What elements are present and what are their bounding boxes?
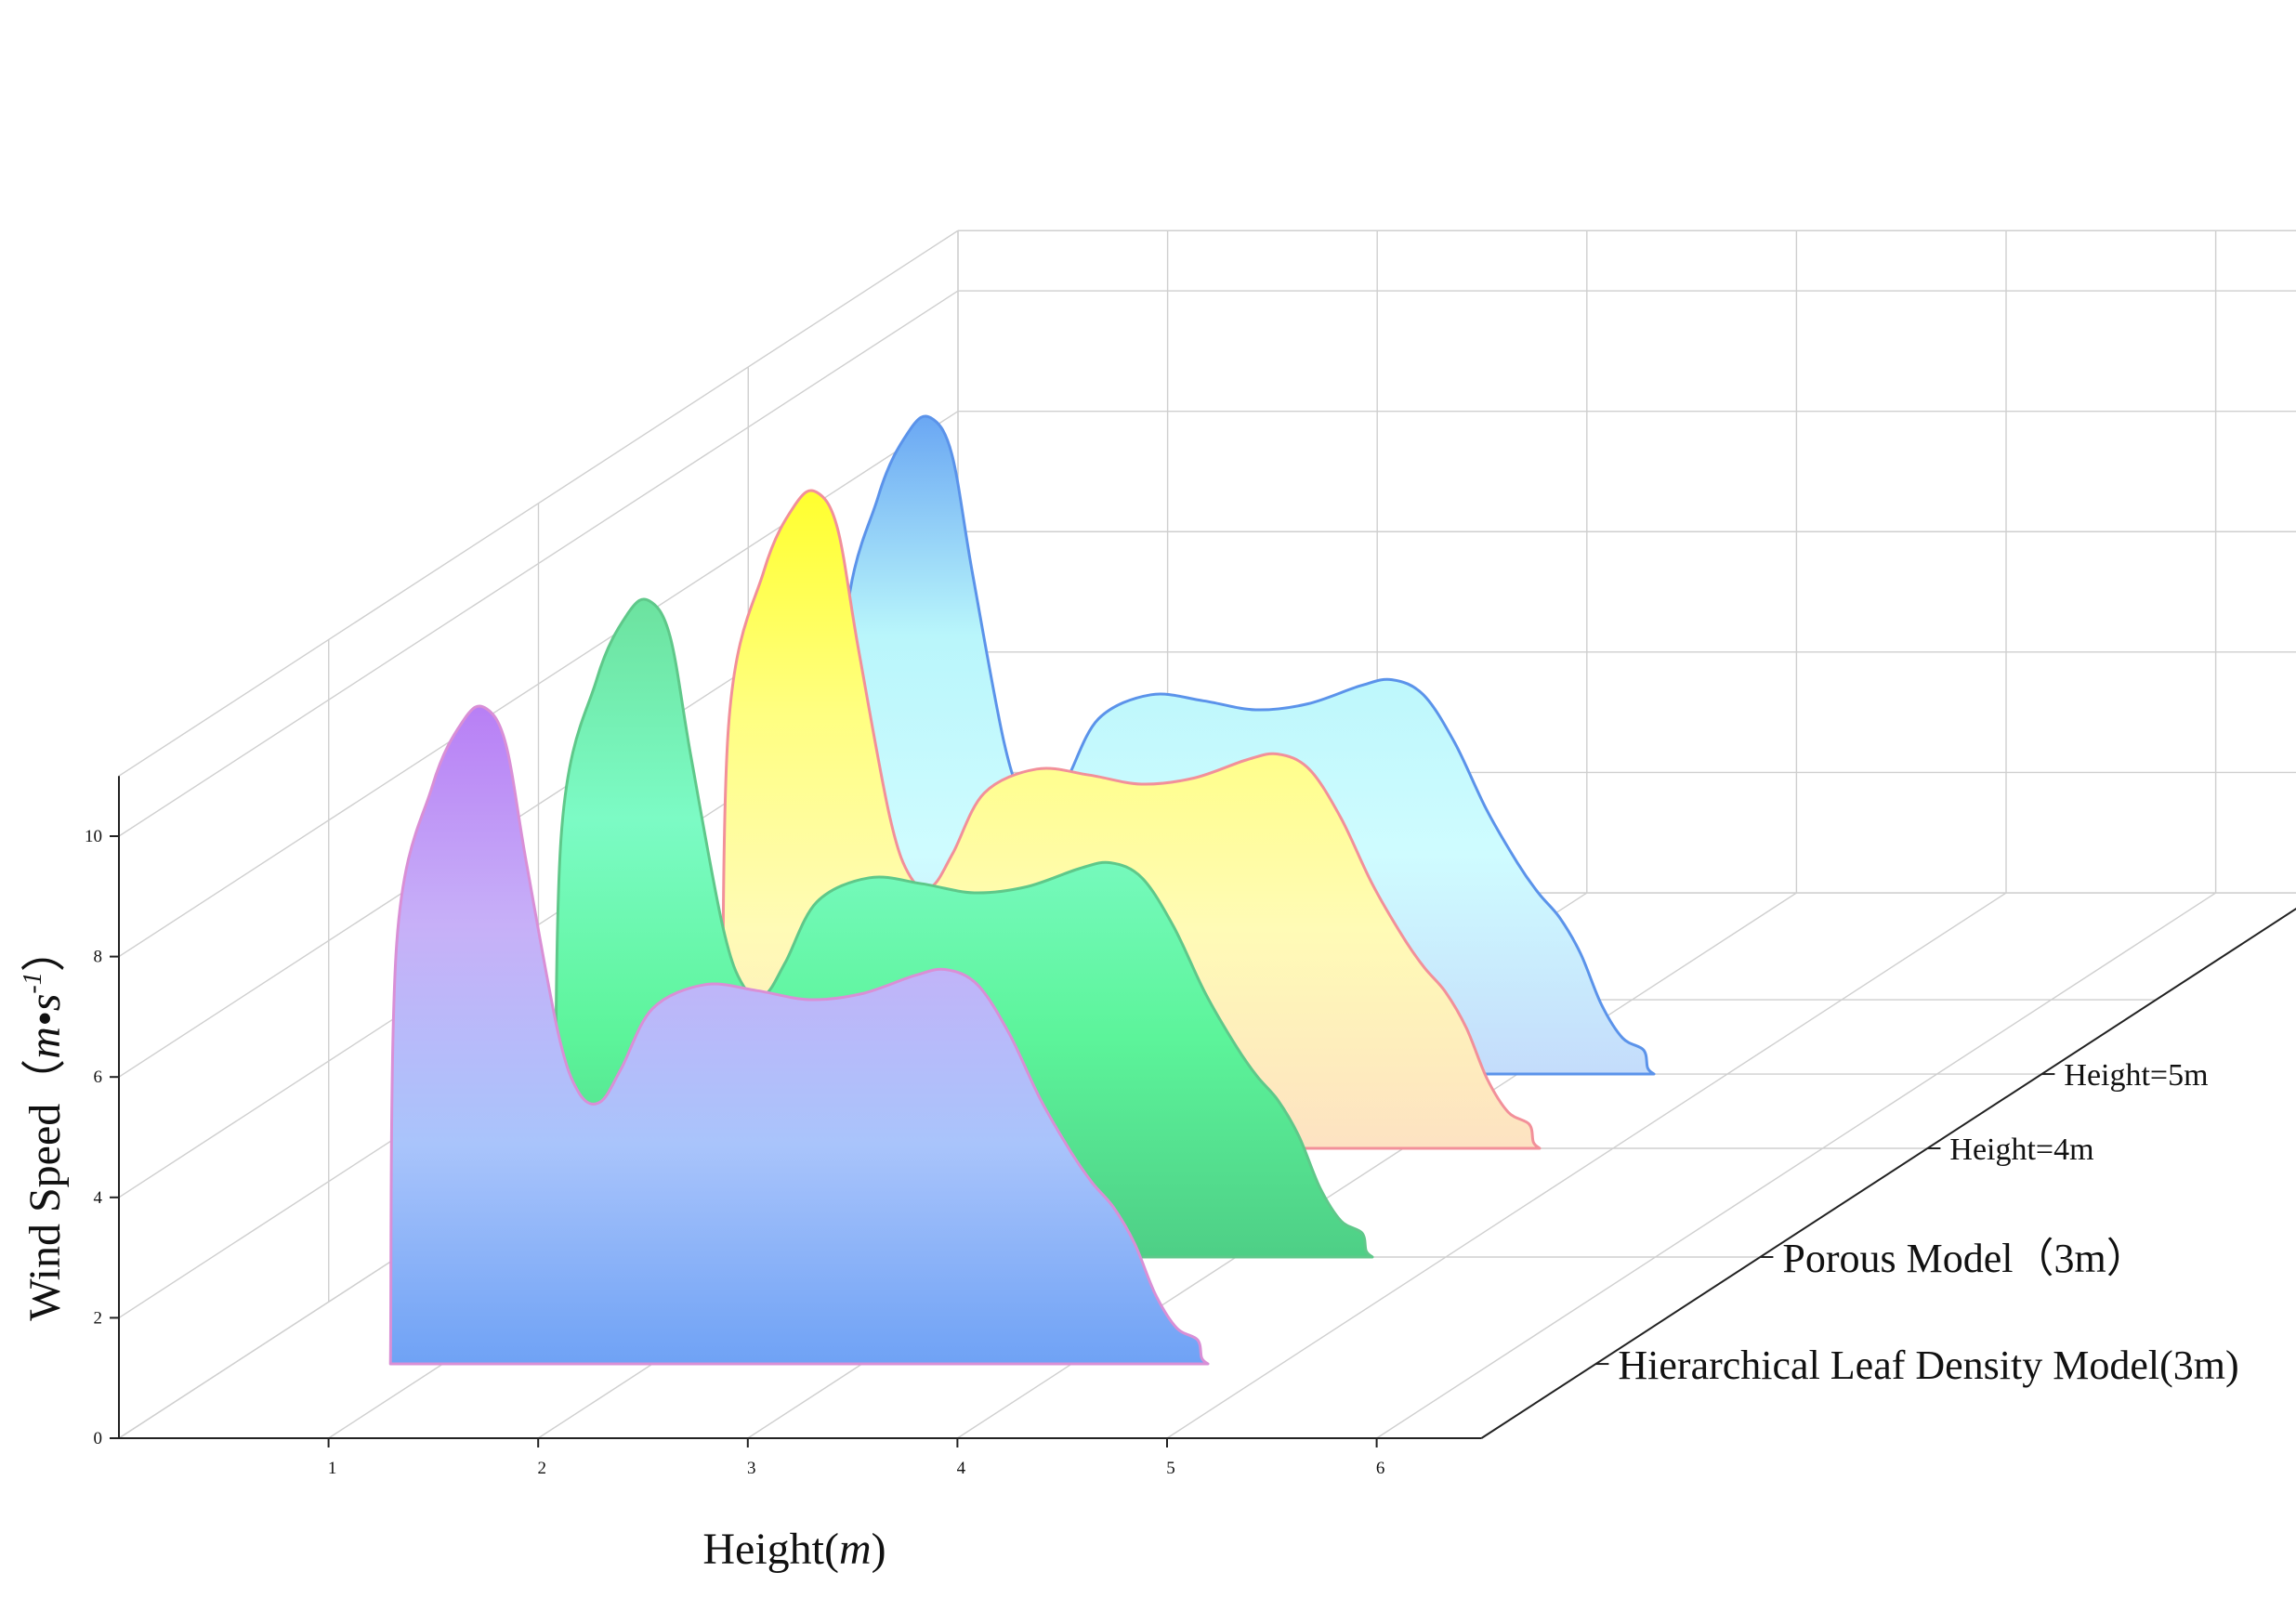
- y-axis-title-unit: m•s: [20, 994, 70, 1059]
- y-tick-label: 6: [94, 1068, 103, 1087]
- y-tick-label: 4: [94, 1188, 103, 1208]
- x-axis-title: Height(m): [702, 1525, 886, 1574]
- series-layer: [388, 414, 1656, 1366]
- x-axis-title-text: Height(: [702, 1525, 839, 1574]
- grid: [118, 229, 2296, 1439]
- labels: Height=5m Height=4m Porous Model（3m） Hierar…: [1618, 1058, 2238, 1388]
- y-axis-title-exp: -1: [19, 972, 47, 993]
- y-tick-label: 8: [94, 948, 103, 967]
- series-label: Height=5m: [2064, 1058, 2208, 1093]
- x-axis-title-unit: m: [839, 1525, 872, 1574]
- y-tick-label: 2: [94, 1308, 103, 1328]
- x-tick-label: 5: [1166, 1459, 1175, 1478]
- x-axis-title-close: ): [872, 1525, 886, 1574]
- depth-axis-line: [1480, 908, 2296, 1439]
- y-axis-title-close: ）: [20, 927, 70, 972]
- x-tick-label: 6: [1376, 1459, 1385, 1478]
- y-axis-title-text: Wind Speed（: [20, 1059, 70, 1321]
- x-tick-label: 3: [747, 1459, 756, 1478]
- y-axis-title: Wind Speed（m•s-1）: [19, 927, 70, 1321]
- series-label: Height=4m: [1949, 1133, 2093, 1167]
- floor-depth-line: [1166, 892, 2007, 1439]
- axes: 1 2 3 4 5 6 0 2 4 6 8 10: [85, 776, 2296, 1478]
- floor-depth-line: [1376, 892, 2216, 1439]
- series-label: Hierarchical Leaf Density Model(3m): [1618, 1343, 2238, 1388]
- x-tick-label: 1: [328, 1459, 337, 1478]
- x-tick-label: 4: [957, 1459, 966, 1478]
- x-tick-label: 2: [537, 1459, 546, 1478]
- series-label: Porous Model（3m）: [1782, 1236, 2146, 1281]
- y-tick-label: 10: [85, 827, 102, 846]
- series-area-0: [388, 704, 1210, 1366]
- y-tick-label: 0: [94, 1429, 103, 1448]
